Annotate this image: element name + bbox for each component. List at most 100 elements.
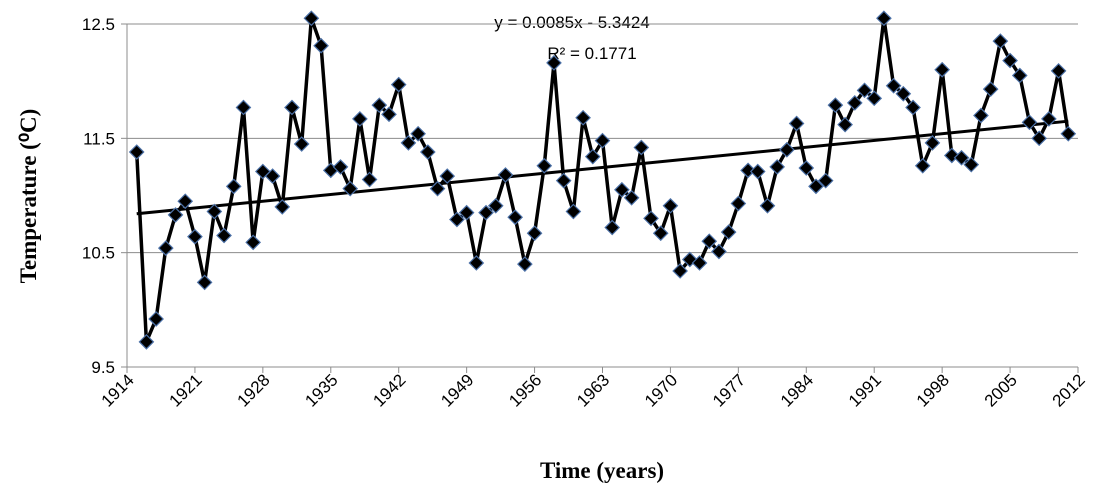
marker: [623, 189, 640, 206]
marker: [497, 167, 514, 183]
marker: [167, 207, 184, 223]
marker: [866, 90, 883, 107]
marker: [526, 225, 543, 242]
r-squared: R² = 0.1771: [547, 44, 636, 63]
marker: [924, 135, 941, 151]
marker: [730, 195, 747, 212]
marker: [584, 148, 601, 165]
marker: [914, 157, 931, 174]
marker: [1060, 125, 1077, 142]
marker: [400, 135, 417, 151]
marker: [536, 157, 553, 174]
x-tick-label: 1998: [913, 370, 953, 410]
x-tick-label: 1991: [845, 370, 885, 410]
marker: [575, 109, 591, 126]
trendline: [136, 119, 1069, 216]
marker: [701, 233, 718, 250]
marker: [342, 180, 359, 197]
marker: [759, 197, 776, 214]
marker: [817, 172, 834, 189]
marker: [1041, 111, 1057, 127]
x-tick-label: 2005: [981, 370, 1021, 410]
marker: [846, 95, 863, 111]
marker: [856, 82, 873, 99]
y-tick-label: 9.5: [91, 358, 115, 377]
marker: [458, 204, 475, 221]
marker: [449, 211, 465, 228]
marker: [468, 255, 485, 271]
x-tick-label: 1928: [234, 370, 274, 410]
marker: [138, 333, 155, 350]
marker: [196, 274, 213, 291]
marker: [1021, 114, 1038, 131]
series-line: [134, 16, 1071, 344]
marker: [963, 156, 980, 173]
marker: [264, 168, 281, 184]
marker: [798, 160, 815, 176]
marker: [352, 111, 368, 127]
marker: [187, 228, 203, 245]
marker: [313, 37, 329, 54]
x-tick-label: 1942: [369, 370, 409, 410]
x-tick-label: 1963: [573, 370, 613, 410]
trend-equation: y = 0.0085x - 5.3424: [494, 13, 649, 32]
marker: [1011, 67, 1028, 84]
marker: [662, 197, 679, 214]
marker: [837, 116, 853, 133]
marker: [1031, 130, 1048, 147]
x-tick-label: 1970: [641, 370, 681, 410]
marker: [633, 139, 650, 156]
marker: [1050, 63, 1067, 79]
marker: [672, 263, 688, 279]
marker: [517, 256, 533, 272]
marker: [478, 204, 494, 221]
marker: [225, 178, 242, 195]
marker: [546, 55, 562, 71]
marker: [895, 85, 912, 102]
marker: [390, 76, 407, 93]
marker: [274, 199, 291, 215]
y-tick-label: 11.5: [83, 129, 115, 148]
marker: [157, 240, 174, 256]
marker: [808, 178, 824, 195]
x-tick-label: 1984: [777, 370, 817, 410]
marker: [487, 197, 504, 214]
marker: [876, 10, 892, 27]
x-tick-label: 1956: [505, 370, 545, 410]
marker: [177, 193, 194, 210]
marker: [652, 225, 669, 242]
marker: [565, 203, 582, 220]
marker: [507, 209, 524, 226]
marker: [827, 97, 844, 114]
x-tick-label: 1949: [437, 370, 477, 410]
marker: [419, 144, 436, 160]
marker: [691, 255, 708, 271]
marker: [429, 180, 446, 197]
marker: [604, 219, 621, 236]
marker: [410, 125, 426, 142]
x-axis-title: Time (years): [540, 458, 664, 483]
marker: [235, 99, 252, 116]
y-tick-label: 12.5: [82, 15, 115, 34]
marker: [148, 311, 164, 327]
marker: [740, 162, 756, 179]
marker: [245, 234, 262, 251]
marker: [594, 132, 611, 149]
marker: [128, 144, 145, 160]
marker: [361, 171, 378, 188]
marker: [769, 159, 786, 175]
marker: [885, 77, 902, 94]
marker: [1002, 52, 1018, 69]
marker: [216, 227, 232, 244]
marker: [711, 243, 727, 260]
x-tick-label: 1921: [166, 370, 206, 410]
marker: [614, 181, 630, 198]
x-tick-label: 1977: [709, 370, 749, 410]
marker: [381, 106, 397, 123]
marker: [439, 168, 456, 184]
marker: [293, 136, 310, 152]
marker: [982, 81, 999, 98]
marker: [303, 10, 320, 27]
x-tick-label: 2012: [1049, 370, 1089, 410]
